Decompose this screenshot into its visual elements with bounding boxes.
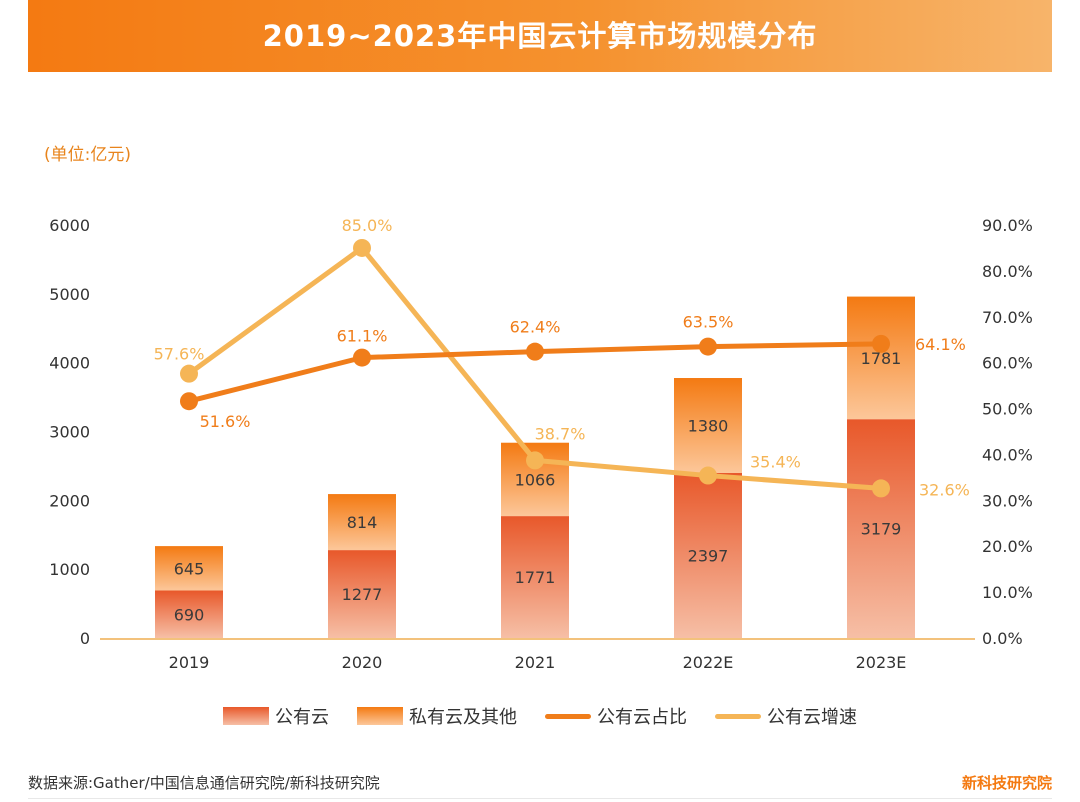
right-axis-tick-label: 70.0% [982,308,1033,327]
bar-private-value-label: 645 [174,559,205,578]
bar-public [328,550,396,638]
bar-private [847,296,915,420]
left-axis-tick-label: 1000 [49,560,90,579]
bar-public-value-label: 690 [174,605,205,624]
left-axis-tick-label: 3000 [49,423,90,442]
right-axis-tick-label: 30.0% [982,491,1033,510]
bar-private-value-label: 1066 [515,470,556,489]
share-point [526,342,544,361]
bar-private-value-label: 814 [347,513,378,532]
legend-label-growth: 公有云增速 [767,707,857,728]
right-axis-tick-label: 0.0% [982,629,1023,648]
bar-public-value-label: 3179 [861,520,902,539]
bar-series [155,296,915,638]
growth-point [353,238,371,257]
left-y-axis: 0 1000 2000 3000 4000 5000 6000 [49,216,90,648]
right-axis-tick-label: 10.0% [982,583,1033,602]
right-axis-tick-label: 80.0% [982,262,1033,281]
legend-label-private: 私有云及其他 [409,707,517,728]
bar-public [501,516,569,638]
growth-point [180,364,198,383]
footer-divider [28,798,1052,799]
share-point [872,334,890,353]
title-banner [28,0,1052,72]
legend-item-public: 公有云 [223,703,329,729]
share-value-label: 64.1% [915,335,966,354]
right-y-axis: 0.0% 10.0% 20.0% 30.0% 40.0% 50.0% 60.0% 70.0% 8… [982,216,1033,648]
bar-private [328,494,396,551]
bar-private [674,378,742,474]
growth-value-label: 35.4% [750,453,801,472]
growth-value-label: 85.0% [342,216,393,235]
line-series [180,238,890,498]
growth-value-label: 38.7% [535,424,586,443]
left-axis-tick-label: 6000 [49,216,90,235]
share-value-label: 51.6% [200,412,251,431]
data-labels: 690 645 1277 814 1771 1066 2397 1380 3179 1781 51.… [154,216,970,624]
bar-public [155,590,223,638]
growth-point [526,451,544,470]
left-axis-tick-label: 5000 [49,285,90,304]
legend-label-public: 公有云 [275,707,329,728]
growth-point [699,466,717,485]
x-axis-tick-label: 2019 [169,653,210,672]
legend-swatch-share [545,713,591,719]
brand-name: 新科技研究院 [961,774,1052,792]
right-axis-tick-label: 50.0% [982,400,1033,419]
bar-private-value-label: 1380 [688,417,729,436]
x-axis-tick-label: 2023E [856,653,907,672]
share-value-label: 63.5% [683,313,734,332]
bar-private-value-label: 1781 [861,349,902,368]
share-value-label: 62.4% [510,318,561,337]
unit-label: (单位:亿元) [44,145,131,165]
bar-public-value-label: 2397 [688,547,729,566]
left-axis-tick-label: 2000 [49,491,90,510]
share-point [180,392,198,411]
bar-public-value-label: 1277 [342,585,383,604]
chart-canvas: 0 1000 2000 3000 4000 5000 6000 0.0% 10.0% 20.0%… [49,216,1033,672]
legend-item-private: 私有云及其他 [357,703,517,729]
growth-point [872,479,890,498]
legend-swatch-growth [715,713,761,719]
legend: 公有云 私有云及其他 公有云占比 公有云增速 [0,703,1080,729]
left-axis-tick-label: 4000 [49,354,90,373]
chart-title: 2019~2023年中国云计算市场规模分布 [262,19,818,53]
legend-swatch-public [223,707,269,725]
growth-value-label: 57.6% [154,345,205,364]
legend-item-growth: 公有云增速 [715,703,857,729]
share-point [699,337,717,356]
data-source: 数据来源:Gather/中国信息通信研究院/新科技研究院 [28,774,380,792]
growth-value-label: 32.6% [919,480,970,499]
bar-private [155,546,223,591]
bar-public-value-label: 1771 [515,568,556,587]
bar-public [674,473,742,638]
legend-label-share: 公有云占比 [597,707,687,728]
left-axis-tick-label: 0 [80,629,90,648]
x-axis: 2019 2020 2021 2022E 2023E [100,638,975,672]
right-axis-tick-label: 90.0% [982,216,1033,235]
x-axis-tick-label: 2022E [683,653,734,672]
right-axis-tick-label: 40.0% [982,445,1033,464]
share-value-label: 61.1% [337,327,388,346]
legend-item-share: 公有云占比 [545,703,687,729]
right-axis-tick-label: 60.0% [982,354,1033,373]
share-point [353,348,371,367]
right-axis-tick-label: 20.0% [982,537,1033,556]
legend-swatch-private [357,707,403,725]
x-axis-tick-label: 2021 [515,653,556,672]
x-axis-tick-label: 2020 [342,653,383,672]
bar-public [847,419,915,638]
